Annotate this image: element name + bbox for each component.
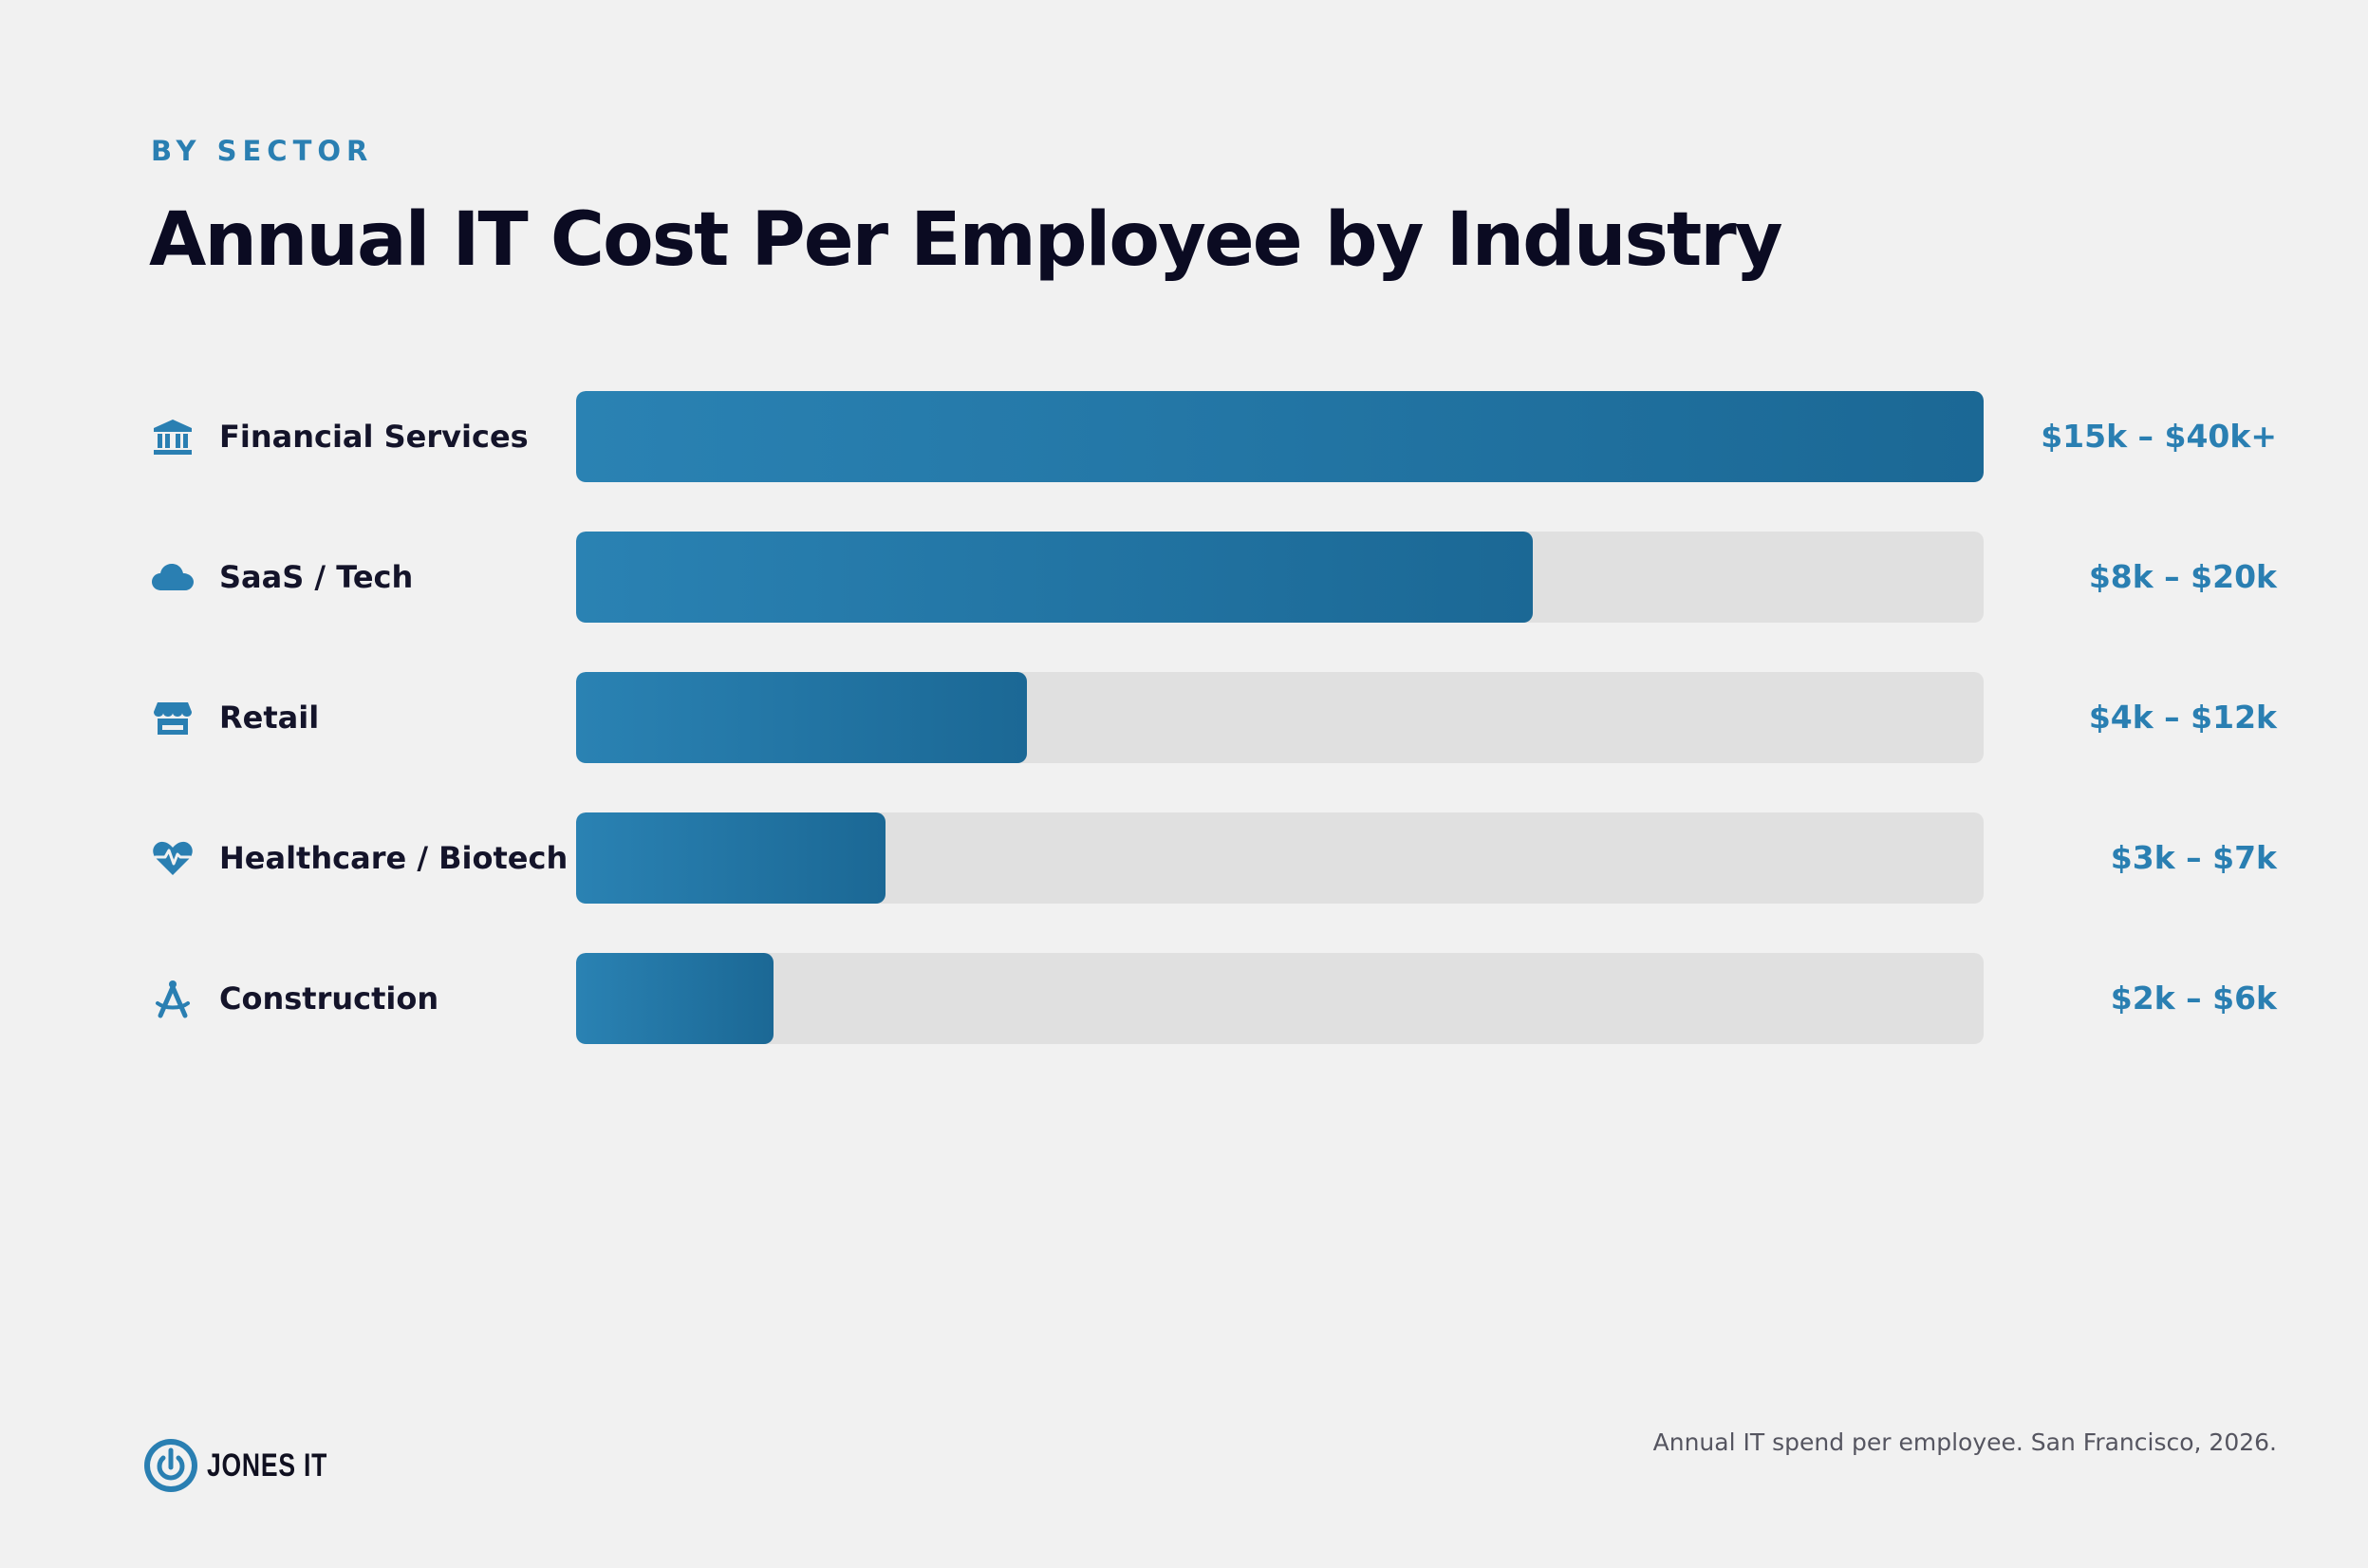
bar-row: Retail $4k – $12k xyxy=(0,672,2368,763)
value-label: $2k – $6k xyxy=(2110,980,2277,1017)
bar-fill xyxy=(576,391,1984,482)
bar-fill xyxy=(576,672,1027,763)
value-label: $4k – $12k xyxy=(2088,699,2277,736)
footnote: Annual IT spend per employee. San Franci… xyxy=(1652,1428,2277,1456)
heart-pulse-icon xyxy=(150,837,196,879)
bar-row: SaaS / Tech $8k – $20k xyxy=(0,532,2368,623)
value-label: $3k – $7k xyxy=(2110,839,2277,876)
bar-track xyxy=(576,672,1984,763)
drafting-compass-icon xyxy=(150,978,196,1019)
bar-row: Healthcare / Biotech $3k – $7k xyxy=(0,812,2368,904)
category-label: Retail xyxy=(219,700,320,736)
bar-track xyxy=(576,532,1984,623)
jones-it-logo: JONES IT xyxy=(142,1435,362,1496)
bar-track xyxy=(576,953,1984,1044)
bar-track xyxy=(576,391,1984,482)
bar-track xyxy=(576,812,1984,904)
cloud-icon xyxy=(150,556,196,598)
store-icon xyxy=(150,697,196,738)
eyebrow-label: BY SECTOR xyxy=(151,135,374,167)
bar-fill xyxy=(576,953,774,1044)
bar-fill xyxy=(576,812,886,904)
category-label: Construction xyxy=(219,980,439,1017)
category-label: SaaS / Tech xyxy=(219,559,414,595)
category-label: Financial Services xyxy=(219,419,529,455)
bank-icon xyxy=(150,416,196,457)
bar-row: Construction $2k – $6k xyxy=(0,953,2368,1044)
logo-text: JONES IT xyxy=(207,1447,328,1484)
chart-title: Annual IT Cost Per Employee by Industry xyxy=(149,197,1783,283)
value-label: $8k – $20k xyxy=(2088,558,2277,595)
bar-row: Financial Services $15k – $40k+ xyxy=(0,391,2368,482)
bar-fill xyxy=(576,532,1533,623)
category-label: Healthcare / Biotech xyxy=(219,840,569,876)
value-label: $15k – $40k+ xyxy=(2041,418,2277,455)
power-icon xyxy=(144,1439,197,1492)
